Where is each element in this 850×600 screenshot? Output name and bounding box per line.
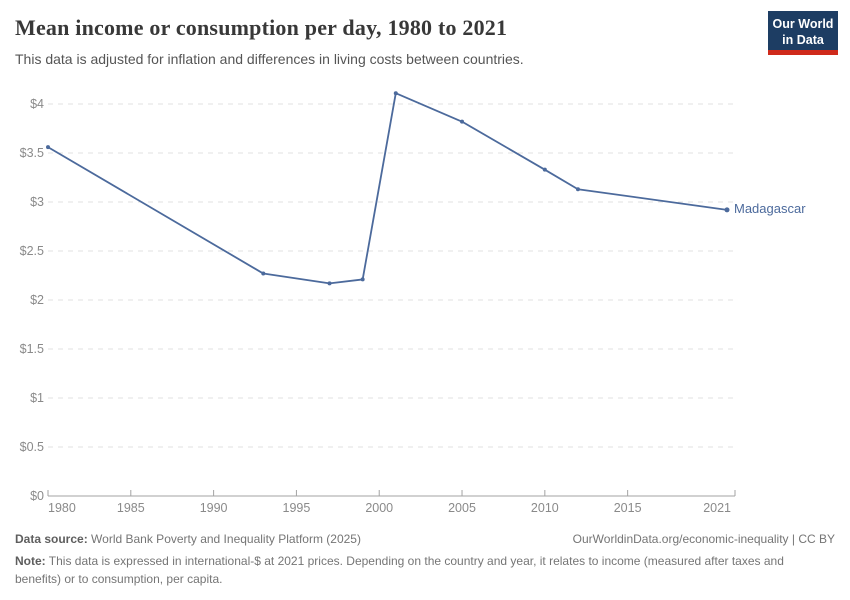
owid-logo-line1: Our World [772, 17, 834, 31]
data-point [575, 187, 580, 192]
y-axis-tick-label: $0 [30, 489, 44, 503]
y-axis-tick-label: $4 [30, 97, 44, 111]
data-source-text[interactable]: World Bank Poverty and Inequality Platfo… [91, 532, 361, 546]
y-axis-tick-label: $1 [30, 391, 44, 405]
y-axis-tick-label: $2.5 [20, 244, 44, 258]
y-axis-tick-label: $1.5 [20, 342, 44, 356]
line-chart-canvas[interactable]: $0 $0.5 $1 $1.5 $2 $2.5 $3 $3.5 $4 1980 1985 1990 19… [0, 0, 850, 530]
data-line [47, 92, 728, 285]
data-source-label: Data source: [15, 532, 88, 546]
y-axis-tick-label: $0.5 [20, 440, 44, 454]
source-row: Data source: World Bank Poverty and Ineq… [15, 531, 835, 548]
x-axis-tick-label: 2010 [531, 501, 559, 515]
data-point [46, 145, 50, 150]
data-point [393, 91, 398, 96]
data-point [261, 271, 266, 276]
chart-footer: Data source: World Bank Poverty and Ineq… [15, 531, 835, 588]
x-axis-tick-label: 1980 [48, 501, 76, 515]
x-axis-tick-label: 2000 [365, 501, 393, 515]
page-title: Mean income or consumption per day, 1980… [15, 15, 508, 40]
x-axis-tick-label: 2005 [448, 501, 476, 515]
x-axis-tick-label: 2021 [703, 501, 731, 515]
data-source: Data source: World Bank Poverty and Ineq… [15, 531, 361, 548]
owid-logo-line2: in Data [782, 33, 824, 47]
x-axis-tick-label: 1990 [200, 501, 228, 515]
y-axis-tick-label: $3.5 [20, 146, 44, 160]
y-axis-tick-label: $3 [30, 195, 44, 209]
attribution-link[interactable]: OurWorldinData.org/economic-inequality |… [572, 532, 835, 546]
series-label-madagascar[interactable]: Madagascar [734, 200, 806, 216]
note-text: This data is expressed in international-… [15, 554, 784, 586]
data-point [460, 119, 465, 124]
y-axis-tick-label: $2 [30, 293, 44, 307]
x-axis-tick-label: 1985 [117, 501, 145, 515]
note-row: Note: This data is expressed in internat… [15, 553, 825, 588]
note-label: Note: [15, 554, 46, 569]
owid-logo: Our World in Data [768, 11, 838, 55]
page-subtitle: This data is adjusted for inflation and … [15, 51, 524, 67]
data-point [360, 277, 365, 282]
x-axis-tick-label: 2015 [614, 501, 642, 515]
data-point [327, 281, 332, 286]
data-point [542, 167, 547, 172]
data-point [724, 207, 730, 213]
x-axis-tick-label: 1995 [283, 501, 311, 515]
